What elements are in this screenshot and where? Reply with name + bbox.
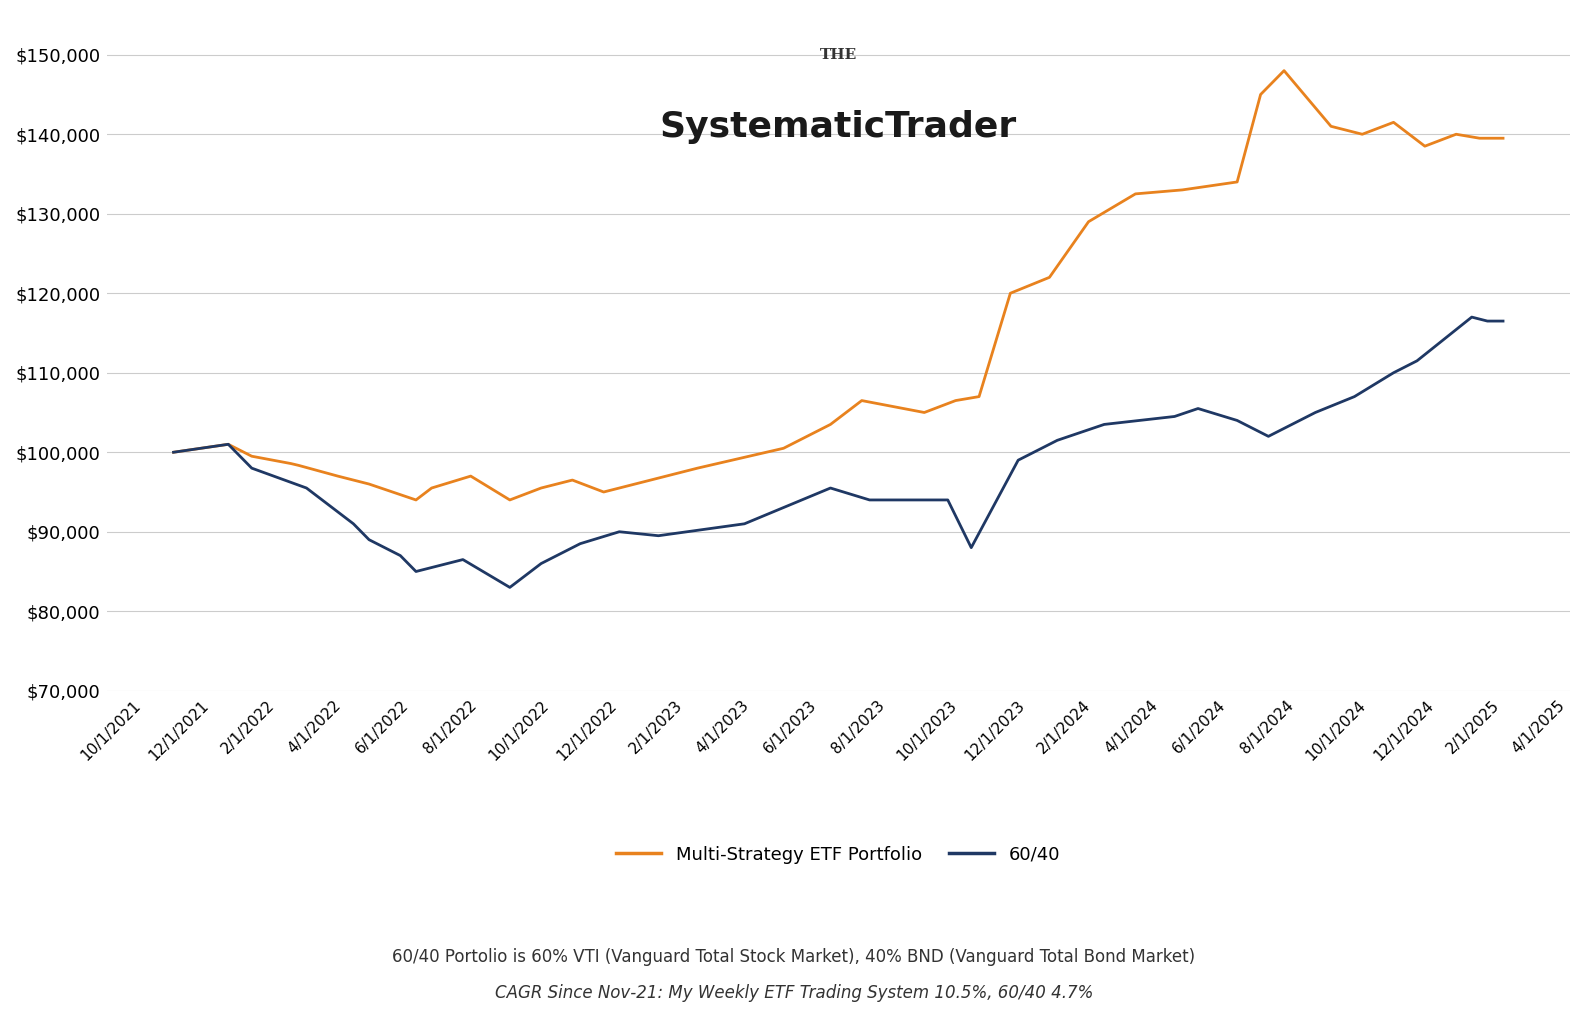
Text: 60/40 Portolio is 60% VTI (Vanguard Total Stock Market), 40% BND (Vanguard Total: 60/40 Portolio is 60% VTI (Vanguard Tota… [392, 948, 1196, 966]
Legend: Multi-Strategy ETF Portfolio, 60/40: Multi-Strategy ETF Portfolio, 60/40 [610, 839, 1067, 871]
Text: THE: THE [819, 48, 858, 62]
Text: SystematicTrader: SystematicTrader [659, 110, 1016, 144]
Text: CAGR Since Nov-21: My Weekly ETF Trading System 10.5%, 60/40 4.7%: CAGR Since Nov-21: My Weekly ETF Trading… [495, 983, 1093, 1002]
